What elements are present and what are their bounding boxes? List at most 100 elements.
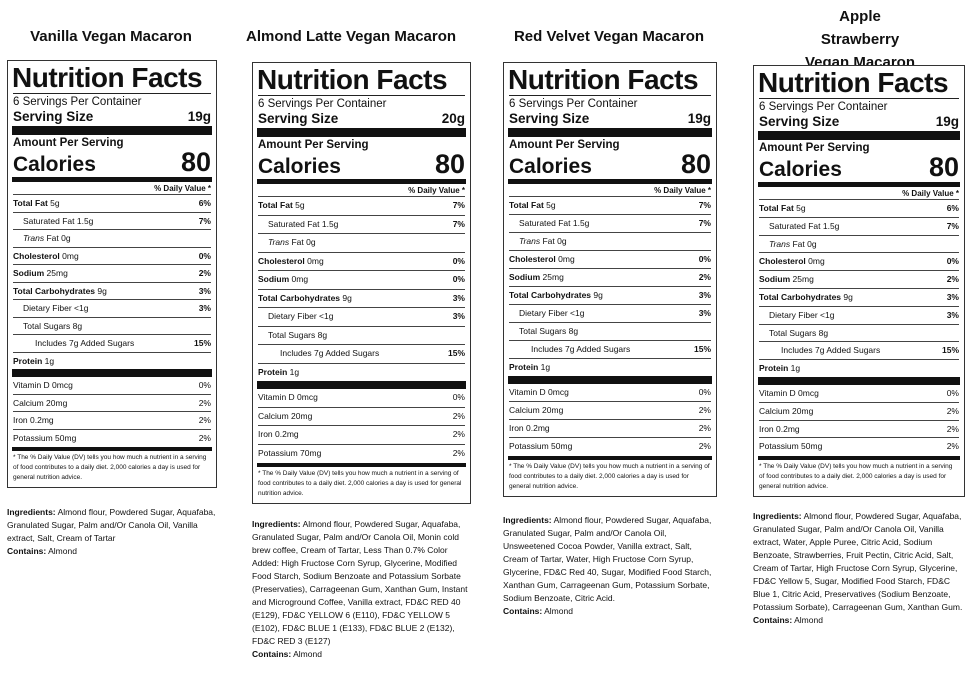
row-sodium: Sodium 25mg 2% bbox=[13, 264, 211, 282]
contains-text: Almond bbox=[48, 546, 77, 556]
product-title: Apple Strawberry Vegan Macaron bbox=[804, 8, 916, 71]
serving-size-row: Serving Size 19g bbox=[13, 109, 211, 125]
row-protein: Protein 1g bbox=[759, 359, 959, 377]
divider-medium bbox=[12, 177, 212, 182]
daily-value-header: % Daily Value * bbox=[154, 184, 211, 193]
divider-thick bbox=[758, 131, 960, 140]
row-added-sugars: Includes 7g Added Sugars 15% bbox=[509, 340, 711, 358]
amount-per-serving: Amount Per Serving bbox=[759, 142, 870, 154]
row-trans-fat: Trans Fat 0g bbox=[13, 229, 211, 247]
row-dietary-fiber: Dietary Fiber <1g 3% bbox=[759, 305, 959, 324]
row-calcium: Calcium 20mg 2% bbox=[759, 401, 959, 420]
servings-per-container: 6 Servings Per Container bbox=[13, 96, 142, 108]
calories-row: Calories 80 bbox=[759, 154, 959, 181]
product-title: Vanilla Vegan Macaron bbox=[30, 28, 192, 45]
serving-size-label: Serving Size bbox=[509, 111, 590, 126]
row-saturated-fat: Saturated Fat 1.5g 7% bbox=[258, 214, 465, 234]
row-iron: Iron 0.2mg 2% bbox=[759, 419, 959, 438]
row-calcium: Calcium 20mg 2% bbox=[509, 401, 711, 419]
row-saturated-fat: Saturated Fat 1.5g 7% bbox=[509, 214, 711, 232]
nutrition-facts-heading: Nutrition Facts bbox=[508, 64, 699, 95]
ingredients-text: Almond flour, Powdered Sugar, Aquafaba, … bbox=[503, 515, 712, 603]
servings-per-container: 6 Servings Per Container bbox=[759, 101, 888, 113]
serving-size-label: Serving Size bbox=[13, 109, 94, 124]
row-total-fat: Total Fat 5g 6% bbox=[759, 199, 959, 217]
amount-per-serving: Amount Per Serving bbox=[509, 139, 620, 151]
ingredients-text: Almond flour, Powdered Sugar, Aquafaba, … bbox=[7, 507, 216, 543]
divider-medium bbox=[257, 179, 466, 184]
servings-per-container: 6 Servings Per Container bbox=[509, 98, 638, 110]
divider-medium bbox=[508, 456, 712, 460]
row-total-sugars: Total Sugars 8g bbox=[509, 322, 711, 340]
row-added-sugars: Includes 7g Added Sugars 15% bbox=[759, 341, 959, 359]
row-potassium: Potassium 50mg 2% bbox=[759, 437, 959, 455]
nutrition-facts-label: Nutrition Facts 6 Servings Per Container… bbox=[7, 60, 217, 488]
divider-thick bbox=[257, 128, 466, 137]
row-dietary-fiber: Dietary Fiber <1g 3% bbox=[258, 307, 465, 326]
ingredients-label: Ingredients: bbox=[503, 515, 552, 525]
calories-value: 80 bbox=[680, 149, 711, 179]
nutrition-facts-heading: Nutrition Facts bbox=[12, 62, 203, 93]
row-saturated-fat: Saturated Fat 1.5g 7% bbox=[759, 216, 959, 235]
servings-per-container: 6 Servings Per Container bbox=[258, 98, 387, 110]
serving-size-value: 20g bbox=[441, 111, 465, 126]
row-sodium: Sodium 25mg 2% bbox=[509, 268, 711, 286]
serving-size-label: Serving Size bbox=[759, 114, 840, 129]
daily-value-footnote: * The % Daily Value (DV) tells you how m… bbox=[759, 463, 953, 491]
row-total-fat: Total Fat 5g 6% bbox=[13, 194, 211, 212]
row-sodium: Sodium 25mg 2% bbox=[759, 270, 959, 288]
ingredients-block: Ingredients: Almond flour, Powdered Suga… bbox=[503, 514, 719, 618]
divider-medium bbox=[758, 456, 960, 461]
daily-value-footnote: * The % Daily Value (DV) tells you how m… bbox=[509, 463, 710, 490]
calories-label: Calories bbox=[13, 153, 96, 176]
row-total-fat: Total Fat 5g 7% bbox=[258, 196, 465, 215]
ingredients-block: Ingredients: Almond flour, Powdered Suga… bbox=[7, 506, 222, 558]
serving-size-row: Serving Size 20g bbox=[258, 111, 465, 127]
contains-label: Contains: bbox=[753, 615, 793, 625]
row-potassium: Potassium 50mg 2% bbox=[509, 437, 711, 455]
contains-label: Contains: bbox=[252, 649, 292, 659]
divider-thick bbox=[12, 126, 212, 135]
serving-size-row: Serving Size 19g bbox=[509, 111, 711, 127]
row-added-sugars: Includes 7g Added Sugars 15% bbox=[13, 334, 211, 352]
divider-medium bbox=[758, 182, 960, 187]
row-total-carbohydrates: Total Carbohydrates 9g 3% bbox=[258, 288, 465, 308]
daily-value-footnote: * The % Daily Value (DV) tells you how m… bbox=[13, 454, 207, 481]
divider-thick bbox=[508, 376, 712, 384]
row-vitamin-d: Vitamin D 0mcg 0% bbox=[258, 392, 465, 402]
serving-size-label: Serving Size bbox=[258, 111, 339, 126]
nutrition-facts-label: Nutrition Facts 6 Servings Per Container… bbox=[503, 62, 717, 497]
product-title: Almond Latte Vegan Macaron bbox=[246, 28, 457, 45]
row-vitamin-d: Vitamin D 0mcg 0% bbox=[509, 387, 711, 397]
row-iron: Iron 0.2mg 2% bbox=[13, 411, 211, 429]
row-total-carbohydrates: Total Carbohydrates 9g 3% bbox=[509, 286, 711, 304]
calories-row: Calories 80 bbox=[13, 147, 211, 177]
amount-per-serving: Amount Per Serving bbox=[13, 137, 124, 149]
row-iron: Iron 0.2mg 2% bbox=[258, 425, 465, 444]
row-trans-fat: Trans Fat 0g bbox=[509, 232, 711, 250]
divider-thick bbox=[257, 381, 466, 389]
ingredients-block: Ingredients: Almond flour, Powdered Suga… bbox=[753, 510, 969, 627]
row-total-fat: Total Fat 5g 7% bbox=[509, 196, 711, 214]
divider bbox=[13, 93, 211, 94]
row-potassium: Potassium 70mg 2% bbox=[258, 443, 465, 463]
divider-medium bbox=[508, 179, 712, 184]
serving-size-row: Serving Size 19g bbox=[759, 114, 959, 130]
divider-thick bbox=[508, 128, 712, 137]
calories-value: 80 bbox=[180, 147, 211, 177]
daily-value-footnote: * The % Daily Value (DV) tells you how m… bbox=[258, 470, 462, 497]
daily-value-header: % Daily Value * bbox=[902, 189, 959, 198]
row-iron: Iron 0.2mg 2% bbox=[509, 419, 711, 437]
row-trans-fat: Trans Fat 0g bbox=[759, 234, 959, 253]
calories-label: Calories bbox=[258, 155, 341, 178]
calories-label: Calories bbox=[509, 155, 592, 178]
serving-size-value: 19g bbox=[187, 109, 211, 124]
serving-size-value: 19g bbox=[935, 114, 959, 129]
calories-label: Calories bbox=[759, 158, 842, 181]
row-cholesterol: Cholesterol 0mg 0% bbox=[759, 252, 959, 270]
row-total-carbohydrates: Total Carbohydrates 9g 3% bbox=[759, 287, 959, 306]
serving-size-value: 19g bbox=[687, 111, 711, 126]
row-total-sugars: Total Sugars 8g bbox=[759, 323, 959, 342]
ingredients-text: Almond flour, Powdered Sugar, Aquafaba, … bbox=[252, 519, 468, 646]
ingredients-label: Ingredients: bbox=[252, 519, 301, 529]
